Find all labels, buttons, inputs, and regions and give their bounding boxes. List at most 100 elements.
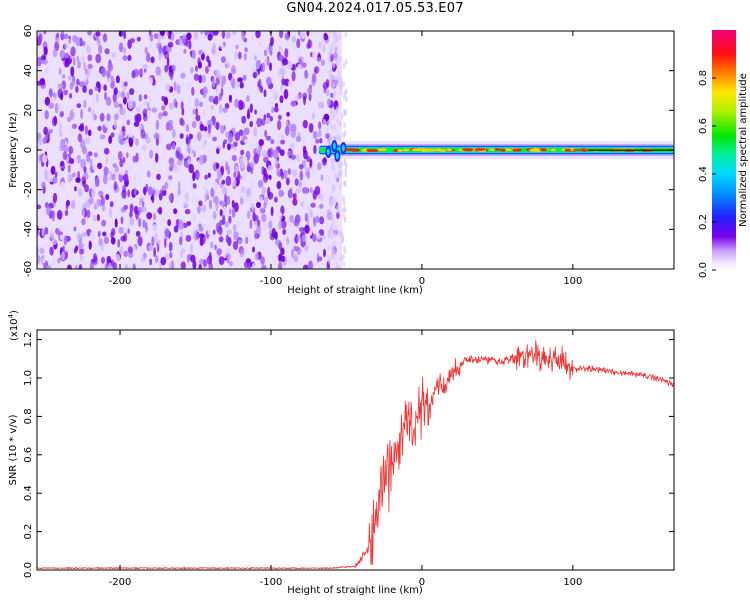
noise-blob <box>92 253 98 263</box>
noise-blob <box>189 133 194 140</box>
noise-blob <box>288 258 292 267</box>
noise-blob <box>278 189 283 198</box>
y-tick-label: 0.4 <box>23 485 34 501</box>
x-tick-label: -100 <box>260 577 283 588</box>
noise-blob <box>123 96 127 105</box>
noise-edge-blob <box>334 172 337 179</box>
y-tick-label: 60 <box>23 25 34 38</box>
noise-blob <box>158 206 163 215</box>
noise-edge-blob <box>332 112 336 119</box>
noise-blob <box>122 173 129 182</box>
noise-blob <box>58 67 62 75</box>
noise-blob <box>76 232 82 241</box>
noise-blob <box>51 212 55 222</box>
noise-blob <box>289 239 294 249</box>
noise-blob <box>118 227 124 234</box>
noise-edge-blob <box>331 248 335 256</box>
noise-blob <box>295 136 302 142</box>
noise-blob <box>284 48 289 59</box>
noise-blob <box>128 246 133 254</box>
noise-blob <box>246 210 251 219</box>
noise-blob <box>91 98 96 109</box>
signal-core <box>539 148 548 152</box>
noise-blob <box>118 249 124 254</box>
noise-blob <box>260 62 266 73</box>
noise-blob <box>41 226 45 237</box>
noise-edge-blob <box>332 33 336 40</box>
noise-blob <box>277 132 283 138</box>
noise-blob <box>178 219 184 231</box>
noise-blob <box>119 159 124 168</box>
noise-blob <box>172 129 176 139</box>
noise-blob <box>226 247 232 254</box>
noise-blob <box>205 65 209 74</box>
noise-blob <box>267 165 273 172</box>
noise-blob <box>103 166 109 176</box>
noise-blob <box>139 102 144 110</box>
noise-blob <box>279 149 285 157</box>
noise-blob <box>193 73 200 81</box>
noise-blob <box>222 107 228 113</box>
noise-blob <box>297 63 302 71</box>
noise-blob <box>216 248 222 256</box>
noise-blob <box>226 229 232 235</box>
noise-blob <box>127 189 130 198</box>
noise-blob <box>82 209 86 217</box>
noise-blob <box>165 143 172 151</box>
noise-edge-blob <box>333 81 336 88</box>
noise-blob <box>256 117 262 128</box>
noise-blob <box>315 138 320 144</box>
noise-blob <box>280 255 285 263</box>
noise-blob <box>263 89 267 98</box>
noise-blob <box>87 63 93 69</box>
noise-blob <box>212 136 218 142</box>
noise-edge-blob <box>330 80 334 87</box>
noise-blob <box>52 176 58 184</box>
signal-onset-core <box>341 144 345 152</box>
noise-blob <box>286 150 291 158</box>
noise-blob <box>204 31 208 37</box>
noise-blob <box>81 54 85 65</box>
x-tick-label: 0 <box>419 276 425 287</box>
noise-blob <box>313 144 317 155</box>
noise-blob <box>253 214 259 222</box>
noise-blob <box>319 216 325 225</box>
noise-blob <box>212 229 216 235</box>
noise-blob <box>57 257 61 264</box>
noise-blob <box>232 241 239 250</box>
noise-blob <box>58 165 61 174</box>
noise-blob <box>306 43 311 49</box>
noise-blob <box>171 142 176 150</box>
noise-blob <box>126 128 133 139</box>
spectrogram-x-axis-label: Height of straight line (km) <box>287 285 423 296</box>
noise-blob <box>64 209 69 217</box>
noise-blob <box>277 211 283 221</box>
noise-blob <box>317 101 323 109</box>
noise-blob <box>209 254 213 265</box>
chart-title: GN04.2024.017.05.53.E07 <box>286 1 464 16</box>
noise-blob <box>210 241 214 249</box>
noise-blob <box>259 165 262 175</box>
noise-edge-blob <box>336 204 339 212</box>
noise-blob <box>208 95 215 103</box>
noise-blob <box>195 65 198 72</box>
noise-blob <box>164 228 170 238</box>
noise-blob <box>114 218 118 228</box>
noise-blob <box>184 208 191 215</box>
noise-blob <box>68 145 73 155</box>
noise-blob <box>290 142 294 149</box>
noise-blob <box>155 232 158 243</box>
noise-blob <box>121 107 126 116</box>
noise-blob <box>111 51 117 58</box>
noise-blob <box>308 260 313 269</box>
noise-blob <box>173 165 178 173</box>
noise-blob <box>180 72 186 79</box>
noise-blob <box>115 171 119 180</box>
noise-blob <box>113 87 118 96</box>
noise-blob <box>288 79 293 88</box>
noise-blob <box>276 141 281 148</box>
noise-blob <box>230 77 236 86</box>
noise-blob <box>305 171 308 177</box>
noise-blob <box>82 62 87 71</box>
noise-blob <box>265 118 271 125</box>
